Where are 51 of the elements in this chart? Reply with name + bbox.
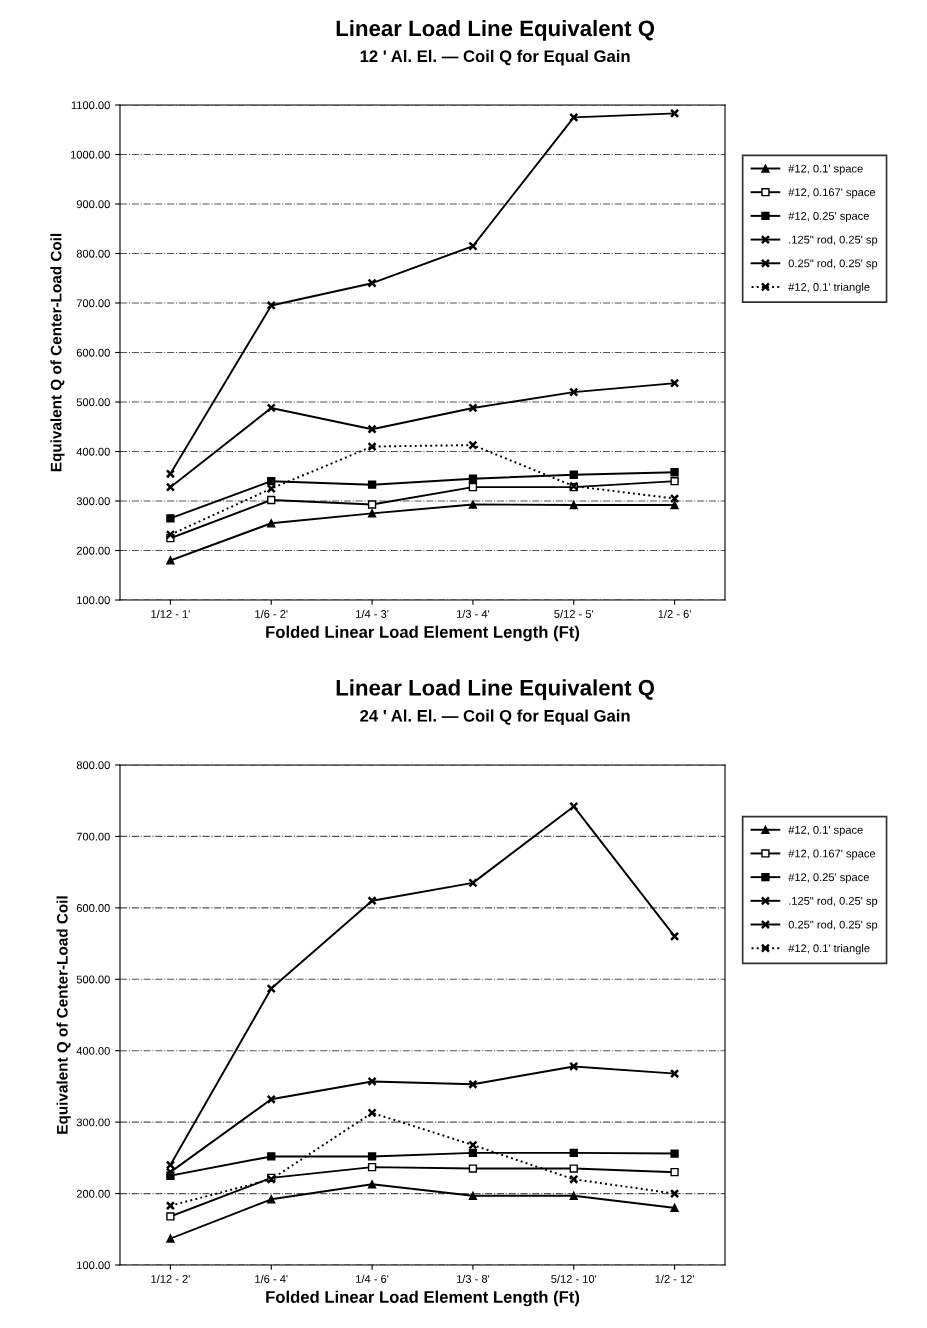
y-tick-label: 800.00	[76, 761, 110, 770]
legend-label: #12, 0.1' space	[788, 164, 863, 175]
y-tick-label: 400.00	[76, 447, 110, 456]
legend-label: #12, 0.1' triangle	[788, 282, 870, 294]
y-tick-label: 1000.00	[70, 150, 110, 159]
legend-label: #12, 0.1' space	[788, 825, 863, 836]
chart-title: Linear Load Line Equivalent Q	[336, 679, 655, 700]
x-tick-label: 1/6 - 4'	[255, 1274, 288, 1283]
y-tick-label: 500.00	[76, 398, 110, 407]
chart-subtitle: 24 ' Al. El. — Coil Q for Equal Gain	[360, 709, 630, 725]
x-tick-label: 1/2 - 12'	[655, 1274, 694, 1283]
chart-subtitle: 12 ' Al. El. — Coil Q for Equal Gain	[360, 49, 630, 66]
y-axis-title: Equivalent Q of Center-Load Coil	[56, 896, 71, 1134]
x-axis-title: Folded Linear Load Element Length (Ft)	[266, 625, 580, 642]
y-tick-label: 200.00	[76, 1189, 110, 1198]
x-axis-title: Folded Linear Load Element Length (Ft)	[266, 1290, 580, 1307]
x-tick-label: 1/12 - 1'	[151, 609, 190, 618]
legend-label: #12, 0.167' space	[788, 188, 876, 199]
x-tick-label: 1/4 - 3'	[356, 609, 389, 618]
y-tick-label: 900.00	[76, 200, 110, 209]
y-tick-label: 600.00	[76, 904, 110, 912]
y-tick-label: 700.00	[76, 832, 110, 841]
y-tick-label: 1100.00	[71, 101, 110, 110]
y-tick-label: 300.00	[76, 1118, 110, 1127]
y-tick-label: 100.00	[77, 596, 110, 605]
y-tick-label: 600.00	[76, 348, 110, 357]
y-tick-label: 300.00	[76, 497, 110, 506]
x-tick-label: 1/3 - 8'	[456, 1274, 490, 1283]
legend-label: #12, 0.167' space	[788, 849, 876, 860]
chart-title: Linear Load Line Equivalent Q	[336, 19, 655, 41]
legend-label: 0.25" rod, 0.25' sp	[788, 920, 878, 931]
x-tick-label: 5/12 - 5'	[554, 609, 594, 618]
legend-label: 0.25" rod, 0.25' sp	[788, 259, 878, 270]
y-tick-label: 200.00	[76, 546, 110, 555]
x-tick-label: 5/12 - 10'	[551, 1274, 597, 1283]
y-tick-label: 500.00	[76, 975, 110, 984]
x-tick-label: 1/6 - 2'	[255, 609, 288, 618]
x-tick-label: 1/2 - 6'	[658, 609, 691, 618]
y-tick-label: 700.00	[76, 299, 110, 308]
x-tick-label: 1/12 - 2'	[151, 1274, 190, 1283]
legend-label: #12, 0.25' space	[788, 212, 869, 223]
legend-label: #12, 0.1' triangle	[788, 944, 870, 955]
legend-label: .125" rod, 0.25' sp	[789, 896, 878, 908]
y-tick-label: 400.00	[76, 1046, 110, 1055]
y-tick-label: 100.00	[77, 1261, 110, 1270]
y-tick-label: 800.00	[76, 249, 110, 258]
legend-label: #12, 0.25' space	[788, 873, 869, 884]
y-axis-title: Equivalent Q of Center-Load Coil	[50, 233, 65, 472]
legend-label: .125" rod, 0.25' sp	[789, 235, 878, 246]
x-tick-label: 1/3 - 4'	[456, 609, 490, 618]
x-tick-label: 1/4 - 6'	[356, 1274, 389, 1283]
